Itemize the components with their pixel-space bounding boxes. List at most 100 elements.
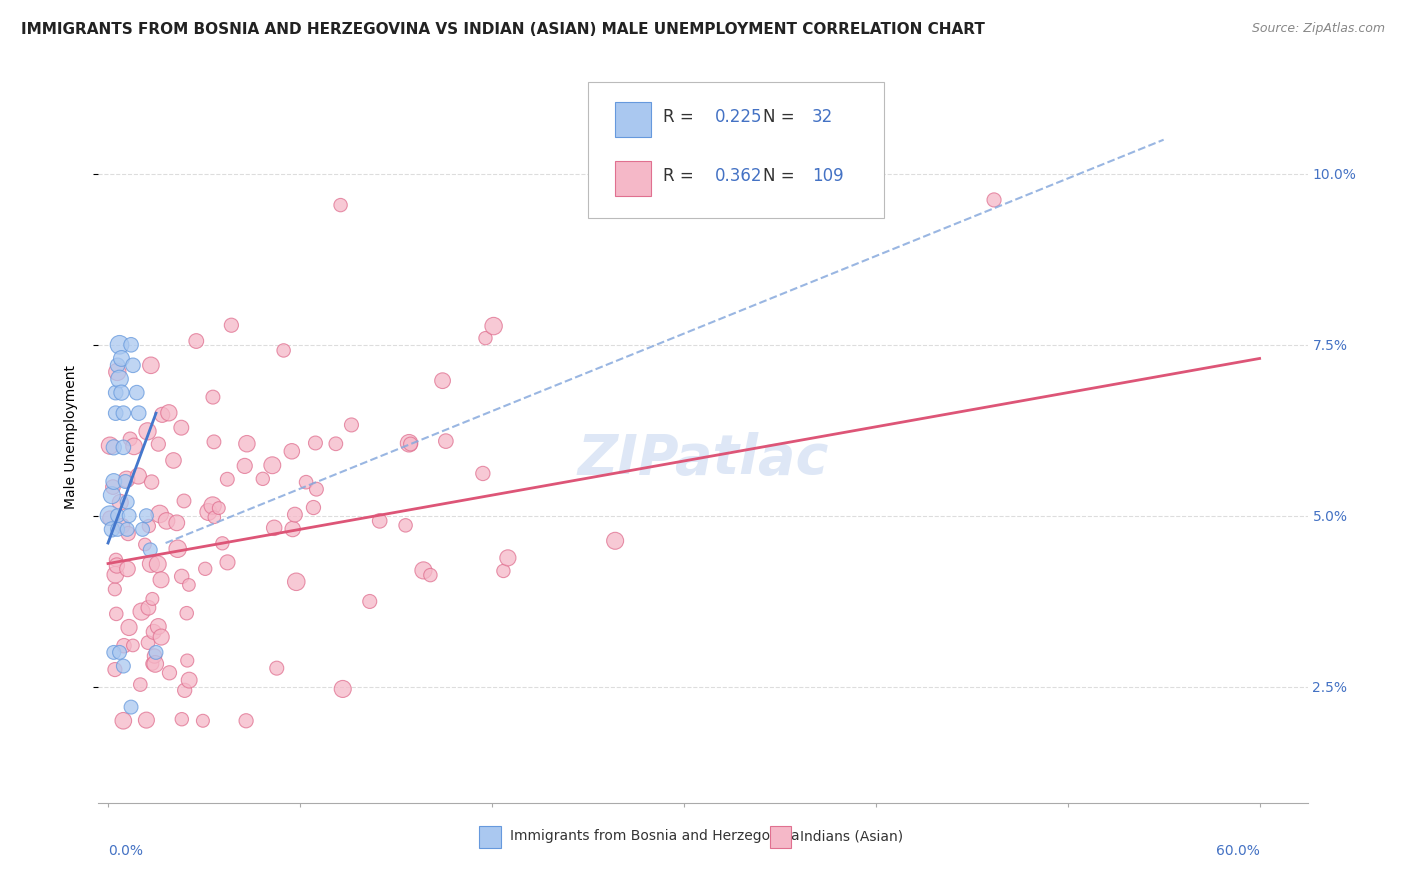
- Point: [114, 475, 136, 489]
- Point: [284, 508, 307, 522]
- Point: [98, 508, 121, 523]
- Text: N =: N =: [763, 109, 800, 127]
- Point: [983, 193, 1005, 207]
- Point: [122, 359, 145, 373]
- Point: [115, 472, 138, 486]
- Point: [98, 511, 121, 525]
- Point: [139, 542, 162, 557]
- Point: [166, 516, 188, 530]
- Text: 0.0%: 0.0%: [108, 845, 143, 858]
- Point: [217, 555, 239, 569]
- Point: [108, 338, 131, 352]
- Point: [394, 518, 416, 533]
- Point: [177, 578, 200, 592]
- Point: [211, 536, 233, 550]
- Point: [148, 619, 170, 633]
- Text: 109: 109: [811, 167, 844, 185]
- Point: [143, 657, 166, 671]
- Point: [101, 480, 124, 494]
- Point: [117, 526, 139, 541]
- Point: [217, 472, 239, 486]
- Point: [110, 351, 132, 366]
- Point: [107, 522, 129, 536]
- Point: [143, 648, 166, 663]
- Point: [120, 700, 142, 714]
- Point: [120, 432, 142, 446]
- Point: [197, 505, 219, 519]
- Point: [115, 495, 138, 509]
- Point: [155, 514, 177, 528]
- Point: [145, 645, 167, 659]
- Text: 0.225: 0.225: [716, 109, 762, 127]
- Text: R =: R =: [664, 167, 699, 185]
- Point: [138, 519, 160, 533]
- Point: [150, 573, 173, 587]
- Point: [605, 533, 627, 548]
- Point: [117, 562, 139, 576]
- Point: [104, 663, 127, 677]
- Point: [474, 331, 496, 345]
- Point: [170, 712, 193, 726]
- Point: [359, 594, 381, 608]
- Point: [434, 434, 457, 449]
- Point: [332, 681, 354, 696]
- Point: [146, 557, 169, 571]
- Point: [134, 537, 156, 551]
- Point: [399, 437, 422, 451]
- Point: [471, 467, 494, 481]
- Point: [104, 553, 127, 567]
- Point: [285, 574, 308, 589]
- Point: [139, 557, 162, 571]
- Point: [496, 550, 519, 565]
- Point: [112, 714, 135, 728]
- Point: [127, 469, 149, 483]
- Point: [281, 522, 304, 536]
- Bar: [769, 826, 792, 848]
- Point: [125, 385, 148, 400]
- Text: 0.362: 0.362: [716, 167, 762, 185]
- Point: [340, 417, 363, 432]
- Text: 60.0%: 60.0%: [1216, 845, 1260, 858]
- Point: [176, 654, 198, 668]
- Point: [98, 439, 121, 453]
- Point: [170, 569, 193, 583]
- Point: [233, 458, 256, 473]
- Point: [412, 563, 434, 577]
- Point: [191, 714, 214, 728]
- Point: [179, 673, 201, 687]
- Point: [112, 659, 135, 673]
- Point: [262, 458, 284, 473]
- Point: [105, 365, 128, 379]
- Point: [482, 319, 505, 334]
- Point: [273, 343, 295, 358]
- Point: [110, 495, 132, 509]
- Point: [173, 683, 195, 698]
- Text: Immigrants from Bosnia and Herzegovina: Immigrants from Bosnia and Herzegovina: [509, 830, 799, 844]
- Point: [201, 499, 224, 513]
- Point: [107, 359, 129, 373]
- Point: [111, 519, 134, 533]
- Point: [492, 564, 515, 578]
- Point: [266, 661, 288, 675]
- Point: [194, 562, 217, 576]
- Point: [138, 600, 160, 615]
- Y-axis label: Male Unemployment: Male Unemployment: [63, 365, 77, 509]
- Point: [186, 334, 208, 348]
- Text: ZIPatlас: ZIPatlас: [578, 432, 828, 486]
- Point: [148, 437, 170, 451]
- Bar: [614, 161, 651, 195]
- Point: [104, 567, 127, 582]
- Point: [118, 508, 141, 523]
- Text: R =: R =: [664, 109, 699, 127]
- Point: [201, 390, 224, 404]
- Bar: [614, 102, 651, 137]
- Point: [136, 425, 159, 439]
- Point: [104, 406, 127, 420]
- Point: [128, 406, 150, 420]
- Point: [202, 510, 225, 524]
- Point: [108, 645, 131, 659]
- Point: [150, 408, 173, 422]
- Point: [108, 372, 131, 386]
- Point: [129, 677, 152, 691]
- Point: [101, 522, 124, 536]
